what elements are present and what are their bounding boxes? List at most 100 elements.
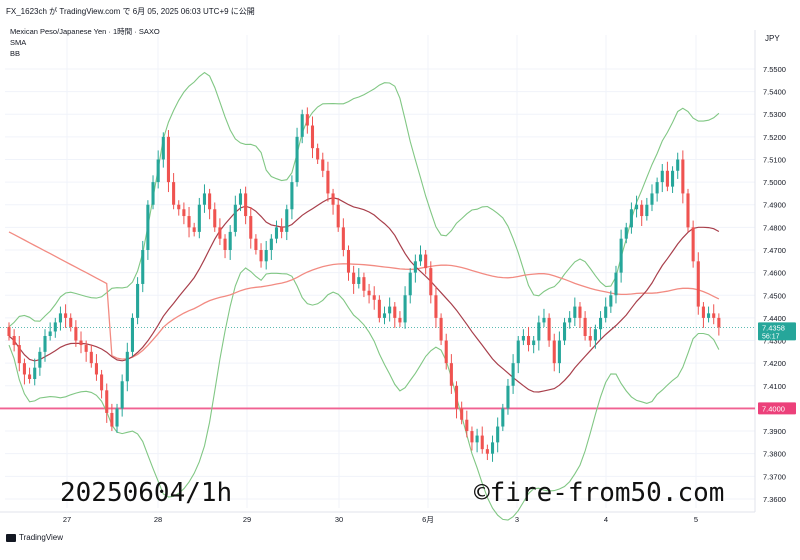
candle-body	[645, 204, 649, 217]
candle-body	[33, 367, 37, 379]
candle-body	[609, 295, 613, 307]
candle	[197, 197, 201, 239]
candle	[269, 234, 273, 260]
candle	[629, 202, 633, 234]
candle-body	[259, 250, 263, 262]
indicator-sma[interactable]: SMA	[10, 38, 27, 47]
candle-body	[218, 227, 222, 239]
tradingview-logo[interactable]: TradingView	[6, 533, 63, 542]
candle-body	[650, 193, 654, 205]
candle	[496, 417, 500, 453]
x-tick-label: 27	[63, 515, 71, 524]
candle-body	[233, 204, 237, 232]
candle-body	[136, 283, 140, 318]
indicator-bb[interactable]: BB	[10, 49, 21, 58]
candle	[238, 188, 243, 212]
candle-body	[64, 313, 68, 318]
candle	[64, 304, 68, 328]
candle-body	[449, 363, 453, 386]
candle	[650, 184, 654, 212]
candle	[310, 116, 315, 159]
candle	[74, 320, 78, 347]
candle-body	[161, 136, 165, 160]
candle	[7, 322, 11, 341]
x-tick-label: 6月	[422, 515, 434, 524]
candle	[578, 302, 582, 328]
price-chart[interactable]: 7.5500 7.5400 7.5300 7.5200 7.5100 7.5000 7.49…	[0, 0, 800, 528]
candle	[166, 130, 171, 193]
y-tick-label: 7.4600	[763, 269, 786, 278]
candle	[526, 326, 531, 352]
time-axis-ticks: 27 28 29 30 6月 3 4 5	[63, 515, 698, 524]
candle	[403, 286, 407, 329]
gridlines	[5, 35, 755, 508]
candle	[264, 240, 268, 270]
candle	[151, 175, 155, 210]
candle	[393, 302, 397, 328]
candle	[671, 166, 675, 193]
currency-label: JPY	[765, 34, 780, 43]
candle	[187, 207, 191, 238]
candle	[367, 283, 371, 304]
candle	[454, 381, 459, 419]
candle-body	[377, 299, 381, 318]
candle	[676, 152, 680, 179]
candle	[681, 150, 685, 204]
candle-body	[588, 336, 592, 341]
y-tick-label: 7.5300	[763, 110, 786, 119]
y-tick-label: 7.4200	[763, 359, 786, 368]
candle	[33, 358, 37, 386]
candle	[254, 234, 258, 255]
candle	[110, 403, 114, 432]
x-tick-label: 30	[335, 515, 343, 524]
candle	[640, 200, 644, 227]
candle-body	[444, 340, 448, 364]
candle-body	[280, 227, 284, 232]
candle-body	[274, 227, 279, 239]
candle	[490, 435, 495, 462]
candle	[444, 333, 448, 370]
price-axis-ticks: 7.5500 7.5400 7.5300 7.5200 7.5100 7.5000 7.49…	[763, 65, 786, 504]
candle	[424, 250, 428, 275]
candle	[58, 306, 62, 331]
candle-body	[208, 193, 212, 210]
y-tick-label: 7.4400	[763, 314, 786, 323]
candle-body	[115, 408, 119, 427]
candle-body	[712, 313, 716, 318]
candle	[537, 315, 541, 351]
y-tick-label: 7.5000	[763, 178, 786, 187]
candle-body	[388, 306, 392, 314]
candle	[562, 317, 567, 346]
candle	[79, 331, 83, 354]
candle-body	[671, 170, 675, 187]
candle-body	[316, 148, 320, 160]
candle	[259, 243, 263, 268]
candle-body	[439, 317, 443, 341]
candle-body	[28, 374, 32, 379]
candle-body	[557, 340, 561, 364]
chart-legend: Mexican Peso/Japanese Yen · 1時間 · SAXO S…	[10, 26, 160, 59]
y-tick-label: 7.5100	[763, 155, 786, 164]
candle-body	[182, 209, 186, 217]
y-tick-label: 7.4500	[763, 291, 786, 300]
symbol-line[interactable]: Mexican Peso/Japanese Yen · 1時間 · SAXO	[10, 27, 160, 36]
candle-body	[156, 159, 160, 183]
candle-body	[418, 254, 423, 262]
candle-body	[521, 336, 525, 341]
candle	[593, 324, 597, 349]
candle-body	[197, 204, 201, 232]
candle	[691, 220, 695, 268]
candle	[300, 109, 304, 144]
candle	[583, 311, 587, 341]
candle-body	[100, 374, 104, 391]
candle	[228, 225, 232, 260]
candle-body	[403, 295, 407, 323]
candle	[285, 204, 289, 241]
candle	[336, 197, 340, 232]
candle	[645, 197, 649, 221]
candle-body	[454, 385, 459, 409]
candle	[434, 286, 438, 328]
candle-body	[655, 182, 659, 194]
candle-body	[187, 216, 191, 228]
candle	[660, 164, 664, 193]
